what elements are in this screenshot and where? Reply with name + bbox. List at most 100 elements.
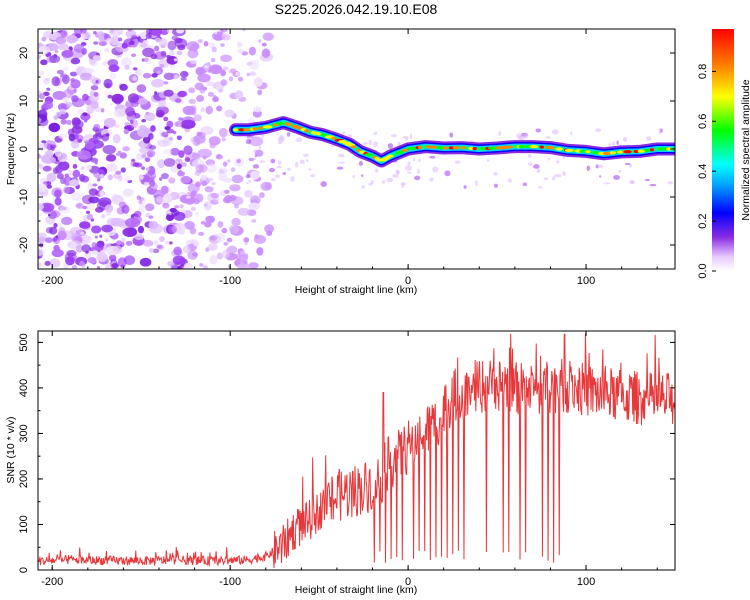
- noise-blob: [257, 89, 263, 96]
- trace-hotspot: [395, 150, 404, 155]
- noise-blob: [115, 170, 122, 175]
- noise-blob: [141, 166, 146, 170]
- noise-blob: [55, 222, 63, 228]
- noise-blob: [100, 108, 105, 113]
- noise-blob: [239, 250, 246, 255]
- noise-blob: [54, 197, 62, 206]
- noise-blob: [190, 191, 197, 198]
- colorbar-tick-label: 0.4: [697, 164, 709, 179]
- noise-blob: [229, 68, 237, 74]
- noise-blob: [528, 162, 533, 166]
- noise-blob: [60, 73, 65, 78]
- noise-blob: [223, 241, 229, 246]
- trace-hotspot: [602, 151, 612, 156]
- noise-blob: [338, 161, 346, 164]
- noise-blob: [38, 54, 42, 60]
- noise-blob: [100, 214, 106, 219]
- noise-blob: [537, 186, 543, 189]
- top-xtick-label: 0: [405, 275, 411, 287]
- noise-blob: [38, 163, 44, 170]
- noise-blob: [294, 161, 299, 168]
- noise-blob: [49, 258, 61, 268]
- noise-blob: [182, 105, 196, 116]
- noise-blob: [221, 34, 231, 41]
- noise-blob: [44, 237, 54, 243]
- noise-blob: [101, 133, 110, 142]
- colorbar: 0.0 0.2 0.4 0.6 0.8 Normalized spectral ampl…: [697, 29, 750, 279]
- noise-blob: [45, 77, 50, 82]
- noise-blob: [63, 88, 74, 99]
- noise-blob: [81, 244, 91, 253]
- noise-blob: [221, 137, 226, 142]
- noise-blob: [57, 230, 67, 241]
- noise-blob: [205, 105, 213, 115]
- noise-blob: [82, 112, 88, 117]
- colorbar-label: Normalized spectral amplitude: [740, 79, 750, 220]
- trace-hotspot: [350, 145, 357, 149]
- noise-blob: [62, 66, 70, 71]
- noise-blob: [382, 180, 386, 184]
- noise-blob: [220, 29, 228, 33]
- noise-blob: [210, 58, 216, 63]
- noise-blob: [154, 45, 160, 52]
- noise-blob: [82, 93, 89, 101]
- trace-hotspot: [593, 151, 599, 155]
- noise-blob: [493, 172, 498, 176]
- noise-blob: [523, 134, 529, 140]
- noise-blob: [199, 263, 204, 267]
- noise-blob: [188, 98, 196, 104]
- noise-blob: [56, 173, 64, 180]
- noise-blob: [213, 232, 226, 243]
- noise-blob: [193, 114, 202, 122]
- top-ytick-label: -20: [18, 237, 30, 253]
- noise-blob: [55, 36, 67, 45]
- noise-blob: [58, 133, 67, 139]
- noise-blob: [93, 168, 106, 179]
- trace-hotspot: [401, 148, 408, 152]
- noise-blob: [141, 154, 147, 159]
- noise-blob: [174, 98, 182, 103]
- noise-blob: [104, 82, 112, 89]
- noise-blob: [43, 31, 54, 39]
- noise-blob: [352, 174, 355, 179]
- noise-blob: [177, 170, 185, 177]
- noise-blob: [166, 29, 172, 33]
- noise-blob: [91, 225, 102, 234]
- noise-blob: [208, 64, 223, 75]
- noise-blob: [119, 152, 127, 159]
- noise-blob: [195, 193, 204, 203]
- noise-blob: [144, 112, 156, 121]
- noise-blob: [187, 48, 199, 59]
- noise-blob: [268, 167, 276, 173]
- noise-blob: [163, 149, 172, 155]
- noise-blob: [101, 224, 113, 233]
- noise-blob: [98, 35, 105, 42]
- noise-blob: [138, 205, 147, 213]
- noise-blob: [493, 183, 499, 188]
- noise-blob: [245, 253, 249, 257]
- noise-blob: [71, 264, 78, 269]
- noise-blob: [76, 244, 82, 252]
- noise-blob: [143, 181, 149, 187]
- noise-blob: [417, 168, 420, 175]
- noise-blob: [104, 47, 110, 53]
- noise-blob: [67, 169, 73, 176]
- noise-blob: [88, 196, 100, 204]
- noise-blob: [624, 162, 631, 166]
- trace-hotspot: [564, 148, 574, 153]
- noise-blob: [214, 31, 218, 35]
- noise-blob: [66, 34, 78, 44]
- noise-blob: [53, 244, 60, 252]
- noise-blob: [73, 43, 85, 53]
- noise-blob: [217, 153, 221, 158]
- noise-blob: [613, 175, 620, 180]
- noise-blob: [253, 77, 263, 87]
- noise-blob: [110, 35, 120, 46]
- noise-blob: [195, 66, 206, 76]
- noise-blob: [189, 59, 197, 65]
- noise-blob: [120, 264, 126, 269]
- noise-blob: [597, 164, 604, 168]
- noise-blob: [667, 181, 674, 185]
- noise-blob: [38, 109, 48, 120]
